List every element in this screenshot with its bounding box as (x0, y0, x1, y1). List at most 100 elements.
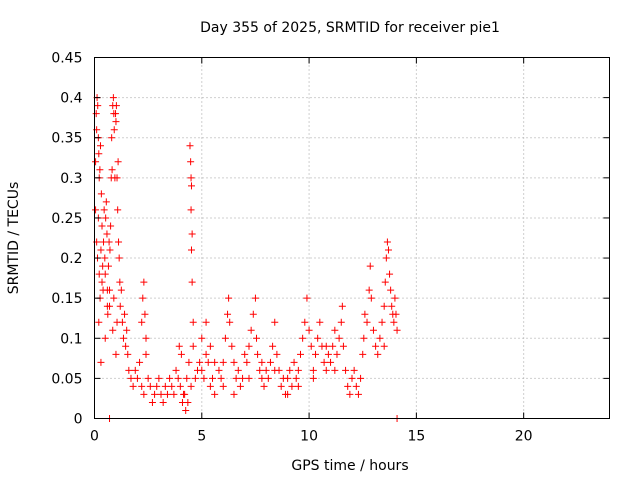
data-point (163, 390, 171, 398)
data-point (168, 382, 176, 390)
data-point (277, 382, 285, 390)
data-point (376, 334, 384, 342)
data-point (320, 358, 328, 366)
data-point (188, 230, 196, 238)
data-point (139, 294, 147, 302)
data-points (92, 94, 401, 422)
data-point (360, 334, 368, 342)
data-point (266, 358, 274, 366)
data-point (346, 390, 354, 398)
data-point (127, 374, 135, 382)
data-point (357, 374, 365, 382)
data-point (381, 278, 389, 286)
data-point (101, 254, 109, 262)
data-point (102, 214, 110, 222)
data-point (230, 358, 238, 366)
data-point (273, 350, 281, 358)
data-point (172, 366, 180, 374)
data-point (101, 270, 109, 278)
data-point (113, 318, 121, 326)
data-point (183, 374, 191, 382)
data-point (284, 374, 292, 382)
data-point (153, 382, 161, 390)
data-point (177, 350, 185, 358)
data-point (344, 382, 352, 390)
data-point (247, 326, 255, 334)
data-point (380, 302, 388, 310)
data-point (185, 358, 193, 366)
data-point (234, 366, 242, 374)
data-point (366, 262, 374, 270)
data-point (232, 374, 240, 382)
data-point (129, 382, 137, 390)
data-point (170, 390, 178, 398)
data-point (116, 278, 124, 286)
data-point (316, 318, 324, 326)
data-point (301, 318, 309, 326)
data-point (92, 206, 100, 214)
data-point (324, 350, 332, 358)
y-tick-label: 0.2 (60, 251, 82, 267)
data-point (269, 342, 277, 350)
data-point (151, 390, 159, 398)
data-point (189, 318, 197, 326)
data-point (258, 358, 266, 366)
data-point (363, 318, 371, 326)
data-point (354, 390, 362, 398)
data-point (390, 318, 398, 326)
data-point (196, 358, 204, 366)
data-point (187, 246, 195, 254)
data-point (112, 350, 120, 358)
data-point (204, 358, 212, 366)
data-point (144, 374, 152, 382)
y-tick-label: 0.25 (51, 211, 82, 227)
data-point (271, 318, 279, 326)
x-tick-label: 20 (515, 429, 533, 445)
y-tick-label: 0.1 (60, 331, 82, 347)
x-tick-label: 15 (407, 429, 425, 445)
data-point (211, 358, 219, 366)
data-point (225, 294, 233, 302)
data-point (387, 286, 395, 294)
data-point (166, 374, 174, 382)
data-point (284, 390, 292, 398)
data-point (264, 374, 272, 382)
data-point (108, 134, 116, 142)
data-point (309, 366, 317, 374)
data-point (123, 326, 131, 334)
data-point (290, 358, 298, 366)
data-point (161, 382, 169, 390)
y-tick-labels: 0 0.05 0.1 0.15 0.2 0.25 0.3 0.35 0.4 0.45 (51, 51, 82, 428)
data-point (189, 342, 197, 350)
data-point (339, 342, 347, 350)
data-point (239, 374, 247, 382)
data-point (105, 238, 113, 246)
data-point (182, 406, 190, 414)
data-point (133, 374, 141, 382)
data-point (103, 230, 111, 238)
data-point (367, 294, 375, 302)
data-point (188, 278, 196, 286)
data-point (198, 366, 206, 374)
data-point (176, 382, 184, 390)
data-point (121, 310, 129, 318)
data-point (219, 358, 227, 366)
data-point (102, 198, 110, 206)
data-point (191, 374, 199, 382)
data-point (106, 286, 114, 294)
x-tick-label: 10 (300, 429, 318, 445)
data-point (245, 374, 253, 382)
data-point (100, 206, 108, 214)
data-point (174, 374, 182, 382)
data-point (386, 270, 394, 278)
y-axis-title: SRMTID / TECUs (6, 182, 22, 295)
x-tick-label: 5 (197, 429, 206, 445)
data-point (329, 342, 337, 350)
data-point (391, 294, 399, 302)
data-point (388, 302, 396, 310)
data-point (94, 102, 102, 110)
data-point (157, 390, 165, 398)
data-point (180, 390, 188, 398)
data-point (309, 374, 317, 382)
data-point (202, 350, 210, 358)
